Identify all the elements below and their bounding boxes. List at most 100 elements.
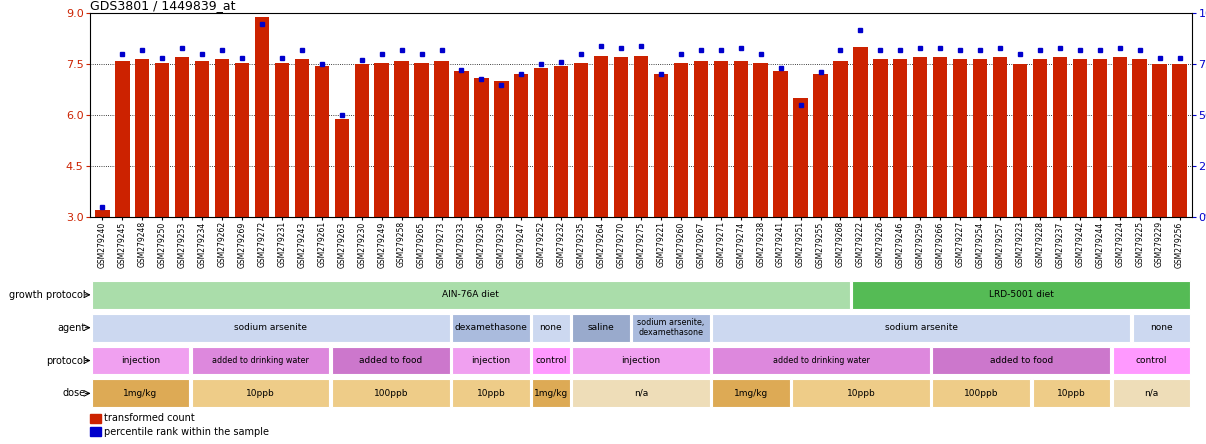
Text: 100ppb: 100ppb — [374, 389, 408, 398]
Bar — [813, 75, 827, 217]
Bar — [90, 428, 101, 436]
Text: added to drinking water: added to drinking water — [773, 356, 870, 365]
Bar — [572, 347, 710, 374]
Bar — [95, 210, 110, 217]
Bar — [853, 48, 867, 217]
Bar — [554, 66, 568, 217]
Text: control: control — [1136, 356, 1167, 365]
Bar — [1113, 347, 1190, 374]
Bar — [1093, 59, 1107, 217]
Bar — [135, 59, 150, 217]
Bar — [332, 347, 450, 374]
Bar — [90, 414, 101, 423]
Bar — [674, 63, 689, 217]
Text: sodium arsenite: sodium arsenite — [234, 323, 308, 332]
Bar — [654, 75, 668, 217]
Text: dose: dose — [63, 388, 86, 398]
Text: AIN-76A diet: AIN-76A diet — [443, 290, 499, 299]
Bar — [1032, 380, 1111, 407]
Bar — [92, 314, 450, 341]
Text: dexamethasone: dexamethasone — [455, 323, 527, 332]
Bar — [452, 314, 529, 341]
Bar — [1113, 380, 1190, 407]
Text: 10ppb: 10ppb — [246, 389, 275, 398]
Text: agent: agent — [58, 323, 86, 333]
Bar — [932, 380, 1030, 407]
Bar — [733, 61, 748, 217]
Bar — [792, 380, 930, 407]
Bar — [632, 314, 710, 341]
Bar — [294, 59, 309, 217]
Bar — [754, 63, 768, 217]
Text: percentile rank within the sample: percentile rank within the sample — [105, 427, 269, 437]
Bar — [713, 314, 1130, 341]
Bar — [973, 59, 988, 217]
Bar — [713, 347, 930, 374]
Text: none: none — [539, 323, 562, 332]
Bar — [116, 61, 129, 217]
Text: 10ppb: 10ppb — [847, 389, 876, 398]
Bar — [913, 57, 927, 217]
Bar — [933, 57, 948, 217]
Text: added to food: added to food — [990, 356, 1053, 365]
Bar — [175, 57, 189, 217]
Bar — [275, 63, 289, 217]
Bar — [714, 61, 728, 217]
Bar — [1013, 64, 1028, 217]
Text: protocol: protocol — [46, 356, 86, 365]
Text: transformed count: transformed count — [105, 413, 195, 424]
Bar — [1053, 57, 1067, 217]
Bar — [532, 347, 569, 374]
Bar — [254, 17, 269, 217]
Bar — [572, 314, 630, 341]
Bar — [853, 281, 1190, 309]
Bar — [415, 63, 429, 217]
Bar — [572, 380, 710, 407]
Bar — [514, 75, 528, 217]
Text: added to food: added to food — [359, 356, 422, 365]
Text: none: none — [1151, 323, 1172, 332]
Text: 100ppb: 100ppb — [964, 389, 999, 398]
Text: control: control — [535, 356, 567, 365]
Bar — [1172, 64, 1187, 217]
Bar — [1072, 59, 1087, 217]
Text: 1mg/kg: 1mg/kg — [123, 389, 158, 398]
Bar — [474, 78, 488, 217]
Bar — [92, 380, 189, 407]
Bar — [693, 61, 708, 217]
Bar — [192, 380, 329, 407]
Bar — [794, 98, 808, 217]
Bar — [195, 61, 210, 217]
Text: n/a: n/a — [1144, 389, 1159, 398]
Text: injection: injection — [472, 356, 510, 365]
Bar — [355, 64, 369, 217]
Text: n/a: n/a — [634, 389, 648, 398]
Bar — [156, 63, 169, 217]
Bar — [634, 56, 648, 217]
Text: injection: injection — [621, 356, 661, 365]
Bar — [455, 71, 469, 217]
Text: injection: injection — [121, 356, 160, 365]
Bar — [192, 347, 329, 374]
Text: added to drinking water: added to drinking water — [212, 356, 309, 365]
Bar — [394, 61, 409, 217]
Bar — [532, 314, 569, 341]
Bar — [235, 63, 250, 217]
Text: sodium arsenite: sodium arsenite — [885, 323, 958, 332]
Bar — [833, 61, 848, 217]
Bar — [1132, 314, 1190, 341]
Bar — [1032, 59, 1047, 217]
Bar — [614, 57, 628, 217]
Text: 10ppb: 10ppb — [476, 389, 505, 398]
Bar — [1153, 64, 1166, 217]
Bar — [92, 347, 189, 374]
Bar — [773, 71, 788, 217]
Text: LRD-5001 diet: LRD-5001 diet — [989, 290, 1054, 299]
Bar — [532, 380, 569, 407]
Text: 1mg/kg: 1mg/kg — [534, 389, 568, 398]
Bar — [92, 281, 850, 309]
Bar — [953, 59, 967, 217]
Bar — [494, 81, 509, 217]
Bar — [1132, 59, 1147, 217]
Bar — [375, 63, 388, 217]
